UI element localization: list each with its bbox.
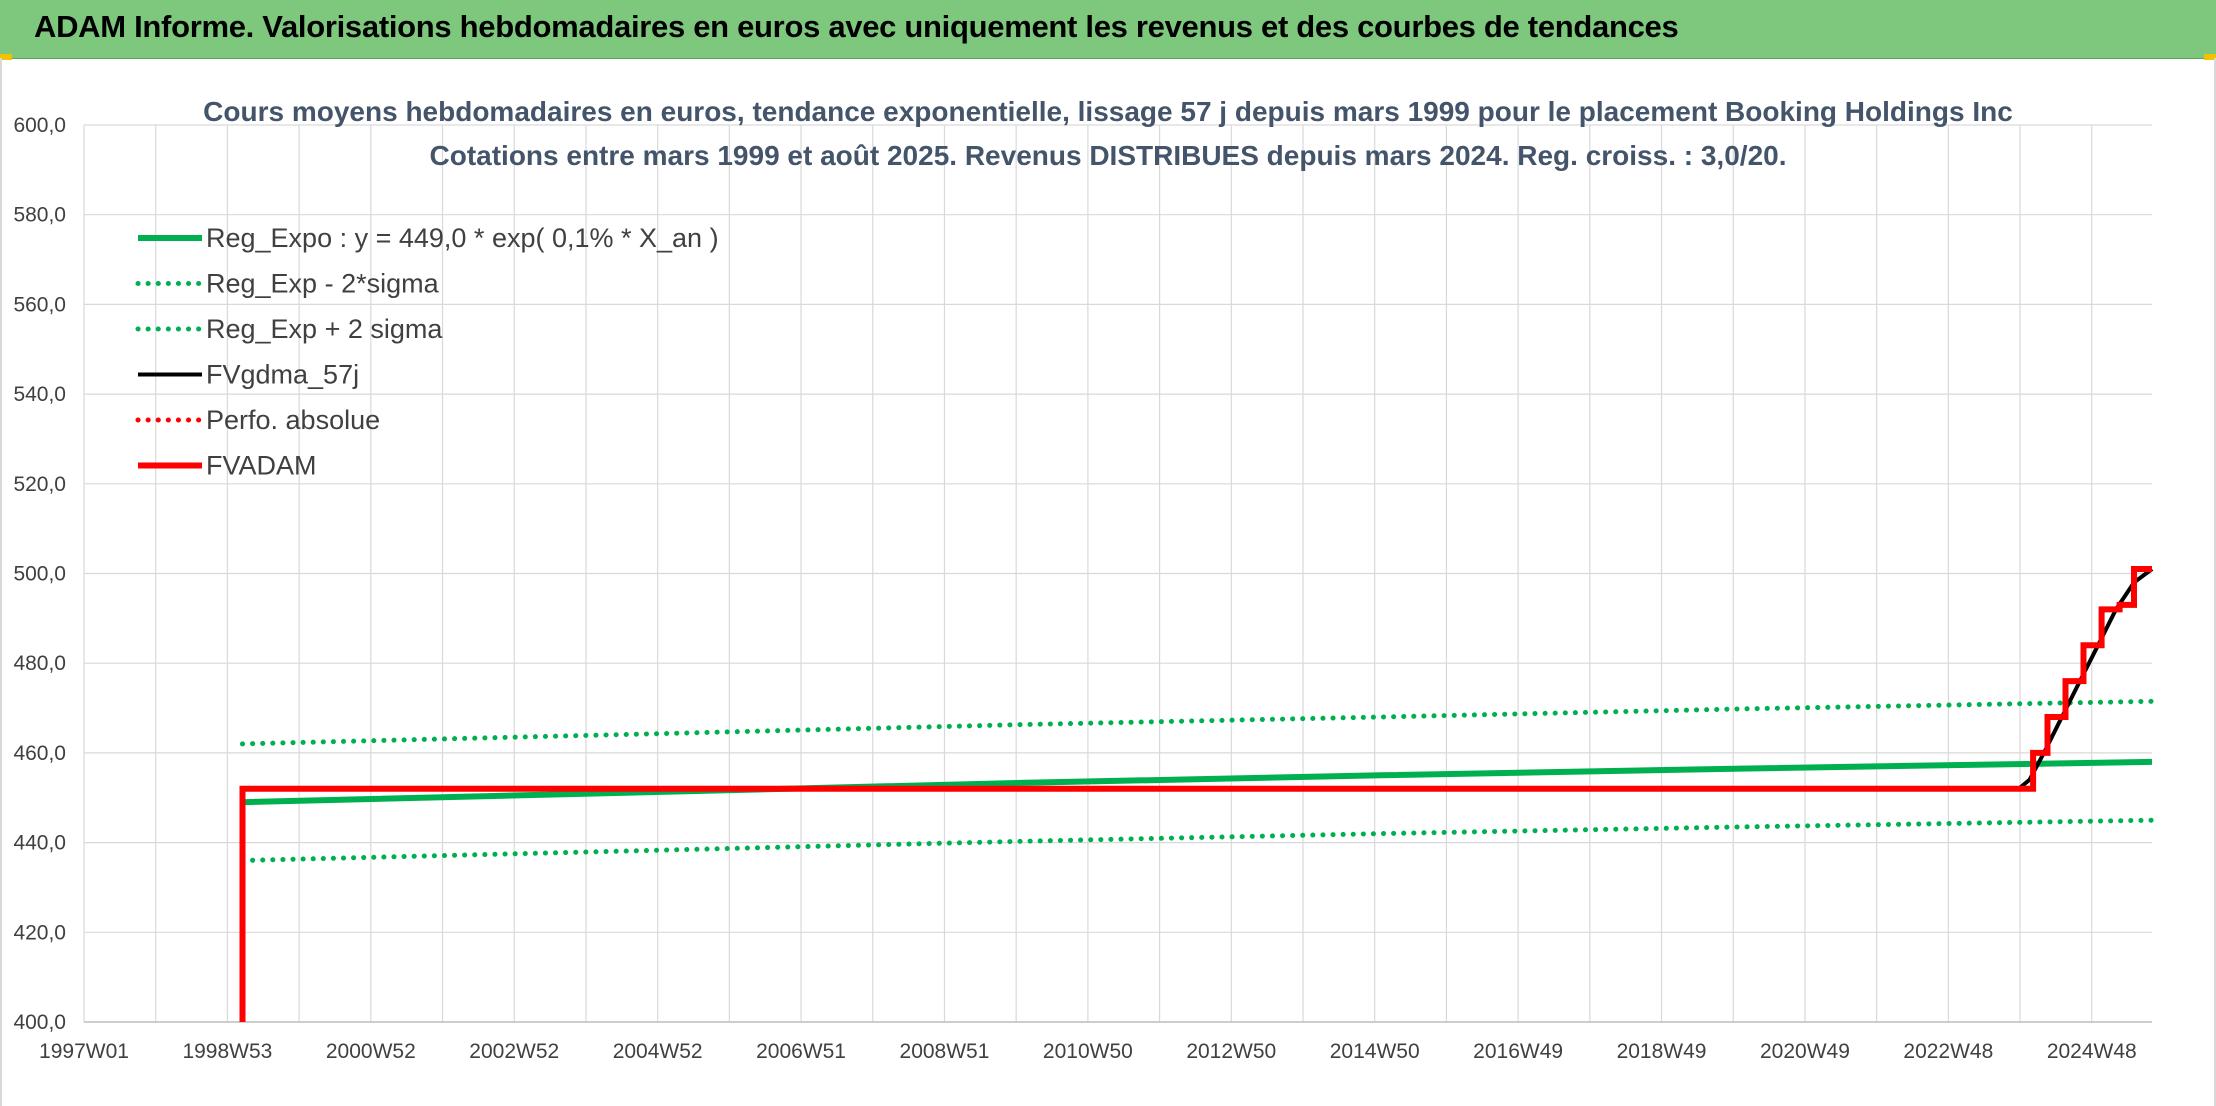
- x-tick-label: 2016W49: [1473, 1040, 1563, 1063]
- x-tick-label: 2024W48: [2047, 1040, 2137, 1063]
- legend-label-3: FVgdma_57j: [206, 360, 359, 390]
- x-tick-label: 2004W52: [613, 1040, 703, 1063]
- x-tick-label: 2000W52: [326, 1040, 416, 1063]
- legend-label-1: Reg_Exp - 2*sigma: [206, 269, 440, 299]
- x-tick-label: 2002W52: [469, 1040, 559, 1063]
- x-tick-label: 2012W50: [1186, 1040, 1276, 1063]
- legend: Reg_Expo : y = 449,0 * exp( 0,1% * X_an …: [135, 223, 719, 481]
- x-tick-label: 2022W48: [1903, 1040, 1993, 1063]
- legend-label-5: FVADAM: [206, 451, 317, 481]
- y-tick-label: 400,0: [13, 1011, 66, 1034]
- x-tick-label: 2006W51: [756, 1040, 846, 1063]
- series-line-2: [240, 698, 2155, 747]
- legend-label-0: Reg_Expo : y = 449,0 * exp( 0,1% * X_an …: [206, 223, 719, 253]
- y-tick-label: 460,0: [13, 742, 66, 765]
- y-tick-label: 560,0: [13, 293, 66, 316]
- corner-marker-left: [0, 54, 12, 60]
- y-tick-label: 580,0: [13, 204, 66, 227]
- y-tick-label: 520,0: [13, 473, 66, 496]
- grid-layer: [83, 124, 2152, 1023]
- legend-label-2: Reg_Exp + 2 sigma: [206, 314, 443, 344]
- x-tick-label: 1998W53: [182, 1040, 272, 1063]
- y-tick-label: 540,0: [13, 383, 66, 406]
- series-line-1: [240, 817, 2155, 863]
- x-tick-label: 2020W49: [1760, 1040, 1850, 1063]
- report-title: ADAM Informe. Valorisations hebdomadaire…: [34, 9, 1679, 44]
- series-line-3: [242, 567, 2154, 791]
- series-line-0: [242, 758, 2153, 806]
- legend-label-4: Perfo. absolue: [206, 405, 380, 435]
- y-tick-label: 500,0: [13, 563, 66, 586]
- x-tick-label: 2008W51: [900, 1040, 990, 1063]
- chart-container: [0, 58, 2216, 1106]
- chart-subtitle: Cotations entre mars 1999 et août 2025. …: [430, 140, 1787, 171]
- series-line-5: [239, 566, 2152, 1022]
- series-layer: [239, 566, 2155, 1022]
- y-tick-label: 420,0: [13, 921, 66, 944]
- header-banner: ADAM Informe. Valorisations hebdomadaire…: [0, 0, 2216, 59]
- y-tick-label: 600,0: [13, 114, 66, 137]
- y-tick-label: 480,0: [13, 652, 66, 675]
- chart-title: Cours moyens hebdomadaires en euros, ten…: [203, 96, 2013, 127]
- x-tick-label: 1997W01: [39, 1040, 129, 1063]
- y-tick-label: 440,0: [13, 832, 66, 855]
- x-tick-label: 2010W50: [1043, 1040, 1133, 1063]
- x-tick-label: 2018W49: [1617, 1040, 1707, 1063]
- x-tick-label: 2014W50: [1330, 1040, 1420, 1063]
- axis-layer: 600,0 580,0 560,0 540,0 520,0 500,0 480,0 460,0…: [13, 114, 2152, 1063]
- corner-marker-right: [2204, 54, 2216, 60]
